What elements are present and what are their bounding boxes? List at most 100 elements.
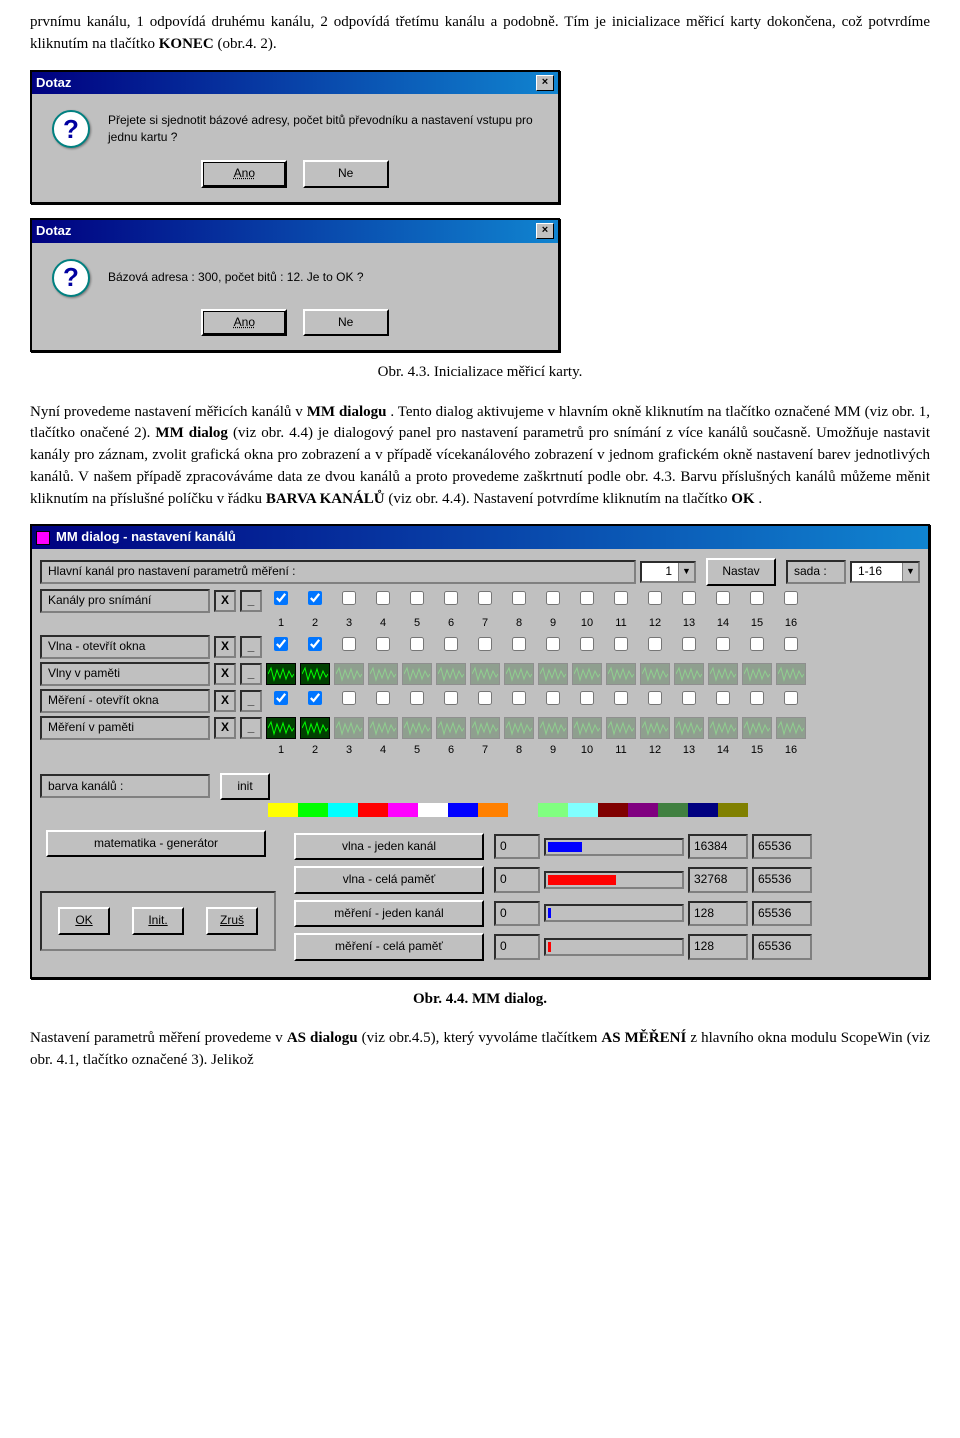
channel-checkbox[interactable] xyxy=(716,591,730,605)
wave-cell[interactable] xyxy=(538,717,568,739)
channel-checkbox[interactable] xyxy=(648,591,662,605)
channel-checkbox[interactable] xyxy=(682,691,696,705)
x-cell[interactable]: X xyxy=(214,636,236,658)
wave-cell[interactable] xyxy=(742,663,772,685)
channel-checkbox[interactable] xyxy=(614,637,628,651)
channel-checkbox[interactable] xyxy=(512,591,526,605)
mem-bar[interactable] xyxy=(544,904,684,922)
x-cell[interactable]: X xyxy=(214,690,236,712)
channel-checkbox[interactable] xyxy=(376,637,390,651)
wave-cell[interactable] xyxy=(334,717,364,739)
color-swatch[interactable] xyxy=(718,803,748,817)
color-swatch[interactable] xyxy=(328,803,358,817)
ano-button[interactable]: Ano xyxy=(201,160,287,187)
channel-checkbox[interactable] xyxy=(716,637,730,651)
wave-cell[interactable] xyxy=(504,663,534,685)
channel-checkbox[interactable] xyxy=(410,691,424,705)
channel-checkbox[interactable] xyxy=(750,637,764,651)
wave-cell[interactable] xyxy=(266,663,296,685)
channel-checkbox[interactable] xyxy=(444,637,458,651)
blank-cell[interactable]: _ xyxy=(240,690,262,712)
channel-checkbox[interactable] xyxy=(546,691,560,705)
mem-bar[interactable] xyxy=(544,871,684,889)
wave-cell[interactable] xyxy=(572,717,602,739)
blank-cell[interactable]: _ xyxy=(240,663,262,685)
mem-button[interactable]: vlna - jeden kanál xyxy=(294,833,484,860)
color-swatch[interactable] xyxy=(568,803,598,817)
mem-bar[interactable] xyxy=(544,938,684,956)
mem-button[interactable]: vlna - celá paměť xyxy=(294,866,484,893)
channel-checkbox[interactable] xyxy=(716,691,730,705)
wave-cell[interactable] xyxy=(334,663,364,685)
channel-checkbox[interactable] xyxy=(308,591,322,605)
wave-cell[interactable] xyxy=(640,717,670,739)
channel-checkbox[interactable] xyxy=(546,591,560,605)
color-swatch[interactable] xyxy=(268,803,298,817)
wave-cell[interactable] xyxy=(504,717,534,739)
close-icon[interactable]: × xyxy=(536,75,554,91)
channel-checkbox[interactable] xyxy=(478,591,492,605)
hlavni-kanal-select[interactable]: 1 ▼ xyxy=(640,561,696,583)
channel-checkbox[interactable] xyxy=(410,637,424,651)
wave-cell[interactable] xyxy=(436,663,466,685)
wave-cell[interactable] xyxy=(470,663,500,685)
wave-cell[interactable] xyxy=(674,663,704,685)
ano-button[interactable]: Ano xyxy=(201,309,287,336)
wave-cell[interactable] xyxy=(470,717,500,739)
nastav-button[interactable]: Nastav xyxy=(706,558,776,585)
color-swatch[interactable] xyxy=(418,803,448,817)
wave-cell[interactable] xyxy=(300,663,330,685)
channel-checkbox[interactable] xyxy=(342,591,356,605)
channel-checkbox[interactable] xyxy=(444,691,458,705)
wave-cell[interactable] xyxy=(776,717,806,739)
blank-cell[interactable]: _ xyxy=(240,590,262,612)
mem-button[interactable]: měření - celá paměť xyxy=(294,933,484,960)
channel-checkbox[interactable] xyxy=(410,591,424,605)
color-swatch[interactable] xyxy=(388,803,418,817)
channel-checkbox[interactable] xyxy=(648,637,662,651)
wave-cell[interactable] xyxy=(606,717,636,739)
wave-cell[interactable] xyxy=(266,717,296,739)
channel-checkbox[interactable] xyxy=(614,691,628,705)
wave-cell[interactable] xyxy=(300,717,330,739)
x-cell[interactable]: X xyxy=(214,663,236,685)
wave-cell[interactable] xyxy=(674,717,704,739)
channel-checkbox[interactable] xyxy=(512,637,526,651)
wave-cell[interactable] xyxy=(640,663,670,685)
color-swatch[interactable] xyxy=(628,803,658,817)
color-swatch[interactable] xyxy=(658,803,688,817)
sada-select[interactable]: 1-16 ▼ xyxy=(850,561,920,583)
wave-cell[interactable] xyxy=(402,663,432,685)
init-button-2[interactable]: Init. xyxy=(132,907,184,934)
channel-checkbox[interactable] xyxy=(342,691,356,705)
channel-checkbox[interactable] xyxy=(682,591,696,605)
wave-cell[interactable] xyxy=(708,717,738,739)
color-swatch[interactable] xyxy=(688,803,718,817)
wave-cell[interactable] xyxy=(402,717,432,739)
wave-cell[interactable] xyxy=(368,663,398,685)
ok-button[interactable]: OK xyxy=(58,907,110,934)
blank-cell[interactable]: _ xyxy=(240,717,262,739)
channel-checkbox[interactable] xyxy=(648,691,662,705)
init-button[interactable]: init xyxy=(220,773,270,800)
channel-checkbox[interactable] xyxy=(376,591,390,605)
channel-checkbox[interactable] xyxy=(750,691,764,705)
ne-button[interactable]: Ne xyxy=(303,160,389,187)
wave-cell[interactable] xyxy=(538,663,568,685)
ne-button[interactable]: Ne xyxy=(303,309,389,336)
channel-checkbox[interactable] xyxy=(308,637,322,651)
mem-bar[interactable] xyxy=(544,838,684,856)
channel-checkbox[interactable] xyxy=(478,637,492,651)
color-swatch[interactable] xyxy=(448,803,478,817)
wave-cell[interactable] xyxy=(368,717,398,739)
x-cell[interactable]: X xyxy=(214,590,236,612)
channel-checkbox[interactable] xyxy=(614,591,628,605)
channel-checkbox[interactable] xyxy=(274,637,288,651)
matematika-button[interactable]: matematika - generátor xyxy=(46,830,266,857)
channel-checkbox[interactable] xyxy=(580,691,594,705)
color-swatch[interactable] xyxy=(478,803,508,817)
mem-button[interactable]: měření - jeden kanál xyxy=(294,900,484,927)
blank-cell[interactable]: _ xyxy=(240,636,262,658)
color-swatch[interactable] xyxy=(598,803,628,817)
channel-checkbox[interactable] xyxy=(750,591,764,605)
